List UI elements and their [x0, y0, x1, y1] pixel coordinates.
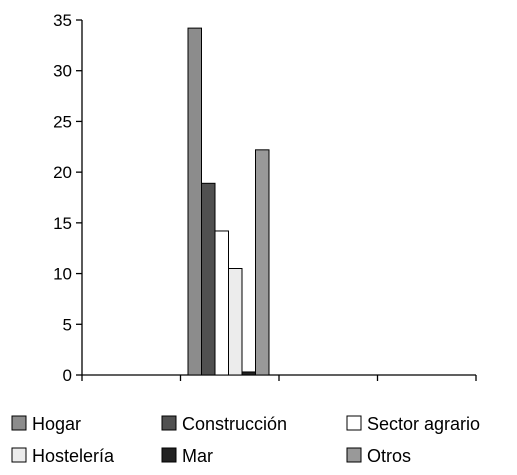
y-tick-label: 15: [53, 214, 72, 233]
y-tick-label: 5: [63, 315, 72, 334]
bar-construcci-n: [201, 182, 216, 376]
bar-hogar: [187, 27, 202, 376]
legend-label: Otros: [367, 446, 411, 466]
legend-swatch: [161, 447, 177, 463]
legend-label: Mar: [182, 446, 213, 466]
bar-hosteler-a: [228, 268, 243, 376]
legend-label: Sector agrario: [367, 414, 480, 434]
legend-swatch: [346, 415, 362, 431]
legend-swatch: [11, 415, 27, 431]
y-tick-label: 30: [53, 62, 72, 81]
legend-label: Hogar: [32, 414, 81, 434]
legend-swatch: [161, 415, 177, 431]
legend-swatch: [11, 447, 27, 463]
bar-sector-agrario: [214, 230, 229, 376]
legend-swatch: [346, 447, 362, 463]
y-tick-label: 35: [53, 11, 72, 30]
bar-otros: [255, 149, 270, 376]
bar-mar: [241, 371, 256, 376]
y-tick-label: 20: [53, 163, 72, 182]
legend-label: Construcción: [182, 414, 287, 434]
y-tick-label: 10: [53, 265, 72, 284]
legend-label: Hostelería: [32, 446, 115, 466]
y-tick-label: 0: [63, 366, 72, 385]
y-tick-label: 25: [53, 112, 72, 131]
